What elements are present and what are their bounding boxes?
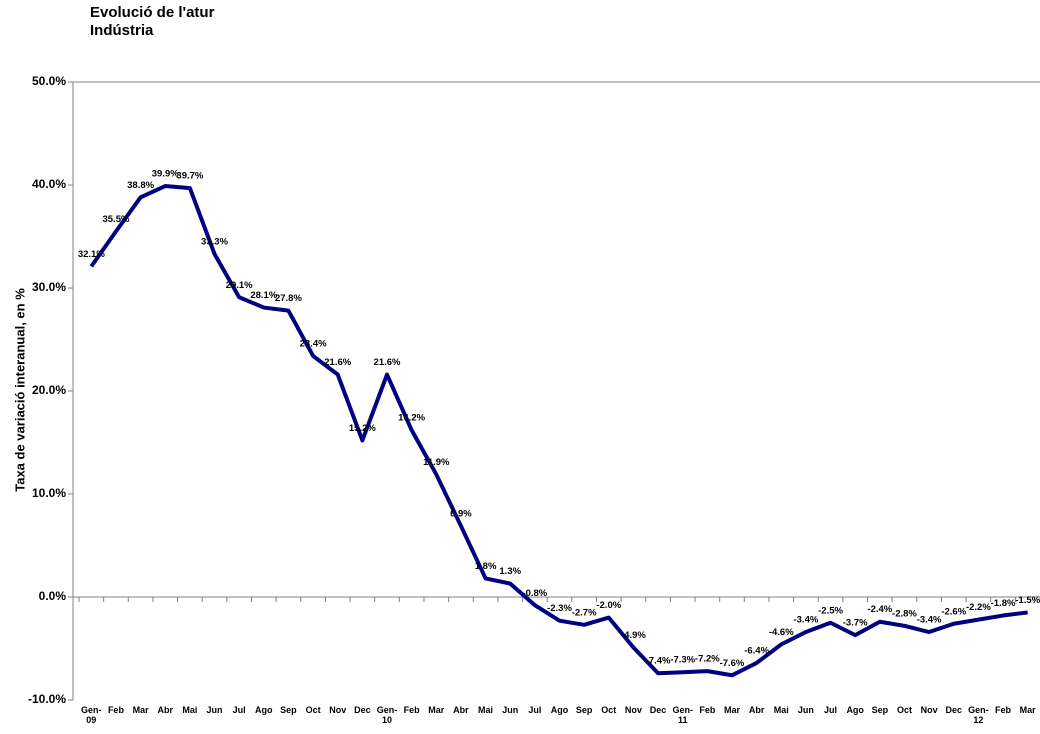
data-label: -2.4% <box>867 604 892 615</box>
data-label: 35.5% <box>102 214 129 225</box>
data-label: -7.3% <box>670 655 695 666</box>
data-label: 29.1% <box>226 280 253 291</box>
x-tick-label: Sep <box>280 705 297 715</box>
x-tick-label: Feb <box>403 705 420 715</box>
x-tick-label: Gen- 11 <box>672 705 693 725</box>
y-tick-label: 10.0% <box>32 486 66 500</box>
data-label: -2.7% <box>572 607 597 618</box>
y-tick-label: 0.0% <box>39 589 67 603</box>
data-label: -7.4% <box>646 656 671 667</box>
x-tick-label: Mai <box>478 705 494 715</box>
x-tick-label: Jul <box>824 705 838 715</box>
data-label: -4.6% <box>769 627 794 638</box>
data-label: 39.7% <box>176 171 203 182</box>
data-label: -1.5% <box>1015 595 1040 606</box>
x-tick-label: Mar <box>428 705 445 715</box>
data-label: 21.6% <box>374 357 401 368</box>
x-tick-label: Dec <box>649 705 667 715</box>
x-tick-label: Gen- 12 <box>968 705 989 725</box>
y-axis-title: Taxa de variació interanual, en % <box>12 288 27 492</box>
data-label: 6.9% <box>450 508 472 519</box>
data-label: -2.8% <box>892 608 917 619</box>
x-tick-label: Abr <box>453 705 469 715</box>
data-line <box>89 184 1028 678</box>
y-tick-label: 50.0% <box>32 74 66 88</box>
x-tick-label: Oct <box>601 705 617 715</box>
x-tick-label: Feb <box>699 705 716 715</box>
data-label: 1.8% <box>475 561 497 572</box>
x-tick-label: Jun <box>797 705 814 715</box>
x-tick-label: Sep <box>575 705 593 715</box>
data-label: -7.2% <box>695 654 720 665</box>
x-tick-label: Ago <box>846 705 864 715</box>
chart-title: Evolució de l'atur <box>90 4 215 21</box>
x-tick-label: Mai <box>773 705 789 715</box>
x-tick-label: Oct <box>896 705 912 715</box>
data-label: 28.1% <box>250 290 277 301</box>
data-label: 15.2% <box>349 423 376 434</box>
x-tick-label: Ago <box>255 705 273 715</box>
data-label: -7.6% <box>720 658 745 669</box>
data-label: -3.4% <box>917 615 942 626</box>
x-tick-label: Oct <box>305 705 321 715</box>
x-tick-label: Ago <box>550 705 569 715</box>
x-tick-label: Nov <box>920 705 938 715</box>
x-tick-label: Nov <box>329 705 347 715</box>
data-label: 23.4% <box>300 338 327 349</box>
data-label: -4.9% <box>621 630 646 641</box>
y-tick-label: -10.0% <box>28 692 66 706</box>
data-label: 21.6% <box>324 357 351 368</box>
data-label: -2.5% <box>818 605 843 616</box>
x-tick-label: Jun <box>502 705 519 715</box>
data-label: -0.8% <box>522 588 547 599</box>
chart-subtitle: Indústria <box>90 22 154 39</box>
x-tick-label: Feb <box>995 705 1012 715</box>
data-label: 16.2% <box>398 413 425 424</box>
data-label: 1.3% <box>499 566 521 577</box>
data-label: 11.9% <box>423 457 450 468</box>
data-label: 27.8% <box>275 293 302 304</box>
x-tick-label: Jul <box>232 705 246 715</box>
data-label: 39.9% <box>152 169 179 180</box>
x-tick-label: Abr <box>157 705 173 715</box>
data-label: 33.3% <box>201 237 228 248</box>
y-tick-label: 30.0% <box>32 280 66 294</box>
x-tick-label: Mar <box>132 705 149 715</box>
data-label: 32.1% <box>78 249 105 260</box>
x-tick-label: Dec <box>945 705 962 715</box>
x-tick-label: Mar <box>1019 705 1036 715</box>
data-label: -6.4% <box>744 645 769 656</box>
y-tick-label: 20.0% <box>32 383 66 397</box>
x-tick-label: Gen- 09 <box>81 705 102 725</box>
y-tick-label: 40.0% <box>32 177 66 191</box>
x-tick-label: Jun <box>206 705 223 715</box>
x-tick-label: Feb <box>107 705 124 715</box>
x-tick-label: Gen- 10 <box>376 705 398 725</box>
data-label: 38.8% <box>127 180 154 191</box>
data-label: -2.2% <box>966 602 991 613</box>
x-tick-label: Sep <box>871 705 889 715</box>
data-label: -3.4% <box>793 615 818 626</box>
x-tick-label: Mar <box>723 705 740 715</box>
data-label: -2.3% <box>547 603 572 614</box>
data-label: -3.7% <box>843 618 868 629</box>
x-tick-label: Dec <box>354 705 371 715</box>
x-tick-label: Abr <box>748 705 765 715</box>
data-label: -1.8% <box>991 598 1016 609</box>
data-label: -2.6% <box>941 606 966 617</box>
x-tick-label: Mai <box>182 705 198 715</box>
x-tick-label: Jul <box>528 705 542 715</box>
x-tick-label: Nov <box>624 705 642 715</box>
data-label: -2.0% <box>596 600 621 611</box>
